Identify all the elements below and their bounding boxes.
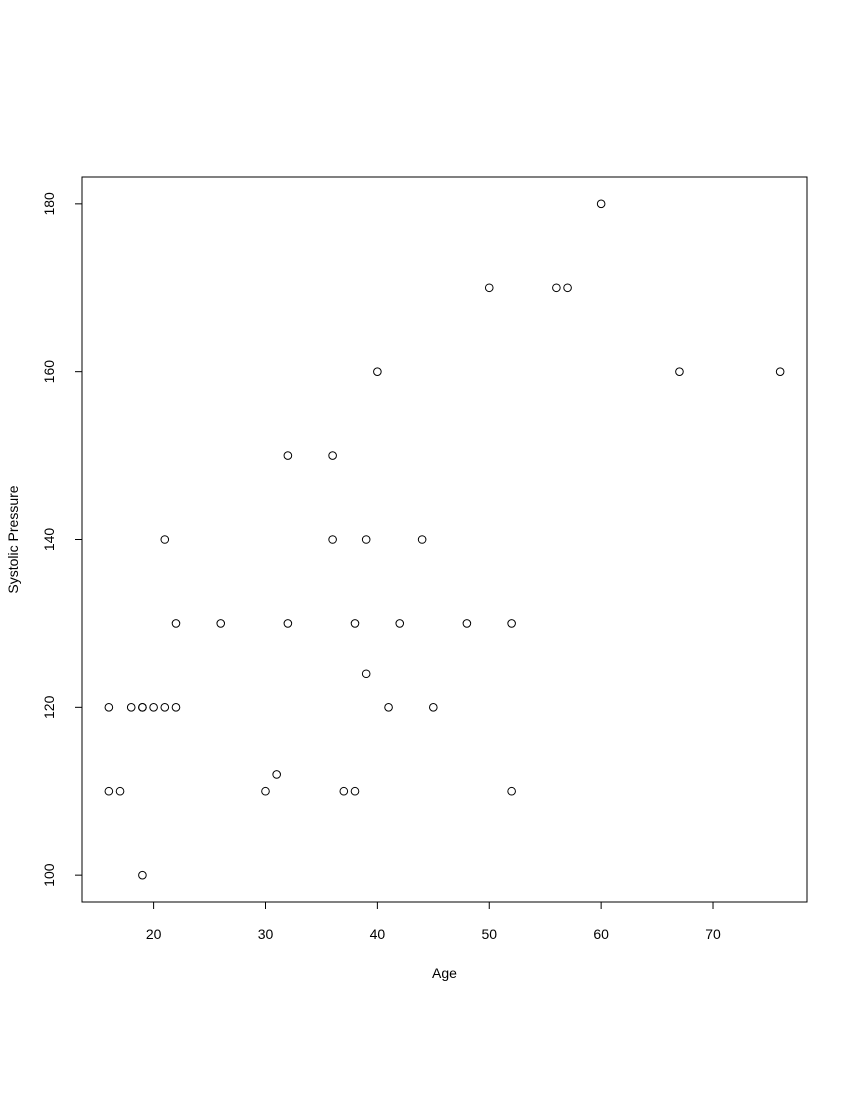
point [149, 703, 158, 712]
x-tick-label: 40 [370, 926, 386, 942]
y-tick-label: 120 [41, 695, 57, 719]
point [171, 619, 181, 628]
point [138, 703, 147, 712]
y-axis-label: Systolic Pressure [5, 485, 21, 593]
point [373, 367, 382, 376]
point [216, 619, 226, 628]
x-tick-label: 20 [146, 926, 162, 942]
y-tick-label: 160 [41, 360, 57, 384]
x-tick-label: 30 [258, 926, 274, 942]
x-axis-label: Age [432, 965, 457, 981]
point [104, 703, 114, 712]
point [429, 703, 438, 712]
point [328, 535, 337, 544]
plot-frame [81, 176, 808, 903]
y-tick-label: 140 [41, 528, 57, 552]
point [675, 367, 684, 376]
x-tick-label: 60 [593, 926, 609, 942]
point [361, 669, 371, 679]
point [104, 786, 114, 796]
point [138, 870, 147, 880]
point [272, 770, 281, 779]
point [171, 703, 181, 712]
point [417, 535, 427, 544]
y-tick-label: 100 [41, 863, 57, 887]
point [283, 451, 293, 460]
point [484, 283, 494, 293]
point [507, 619, 516, 628]
x-tick-label: 70 [705, 926, 721, 942]
point [563, 283, 572, 293]
point [283, 619, 293, 628]
point [596, 199, 606, 209]
point [395, 619, 405, 628]
point [328, 451, 337, 460]
point [507, 786, 516, 796]
point [384, 703, 393, 712]
point [350, 786, 360, 796]
point [552, 283, 561, 293]
y-tick-label: 180 [41, 192, 57, 216]
point [462, 619, 472, 628]
point [350, 619, 360, 628]
point [775, 367, 785, 376]
point [126, 703, 136, 712]
point [160, 703, 170, 712]
point [339, 786, 349, 796]
point [261, 786, 270, 796]
point [361, 535, 371, 544]
point [115, 786, 125, 796]
point [160, 535, 170, 544]
x-tick-label: 50 [481, 926, 497, 942]
